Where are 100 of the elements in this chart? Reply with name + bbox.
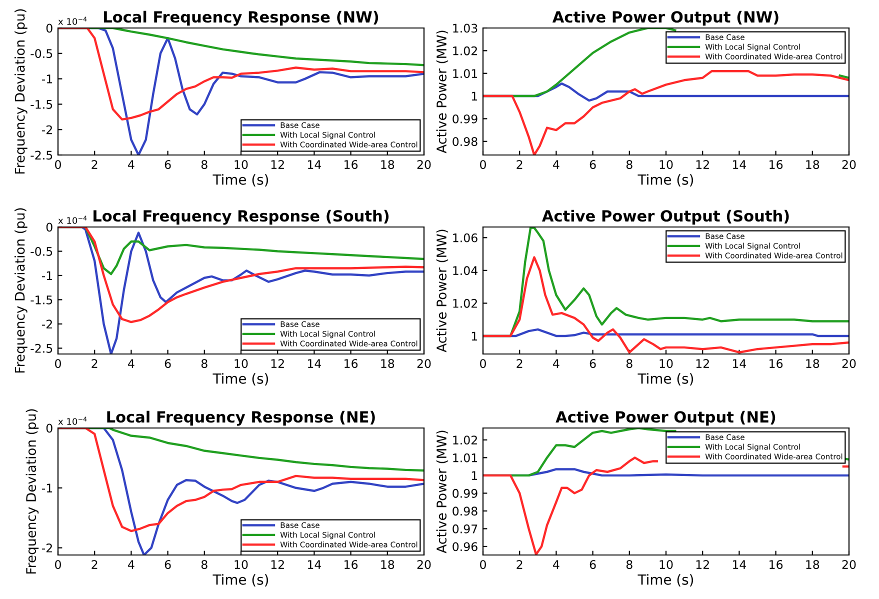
- chart-title: Local Frequency Response (South): [94, 210, 389, 225]
- x-tick-label: 0: [480, 359, 486, 368]
- y-tick-label: 0: [46, 24, 52, 33]
- x-axis-title: Time (s): [638, 574, 694, 586]
- x-tick-label: 8: [626, 560, 632, 569]
- chart-title: Active Power Output (NW): [552, 10, 778, 26]
- x-tick-label: 6: [590, 560, 596, 569]
- x-tick-label: 10: [234, 560, 248, 569]
- x-tick-label: 14: [308, 160, 322, 169]
- x-tick-label: 6: [164, 160, 171, 169]
- x-tick-label: 6: [164, 359, 171, 368]
- x-tick-label: 16: [770, 359, 783, 368]
- y-tick-label: -1: [42, 484, 52, 492]
- x-tick-label: 14: [308, 560, 322, 569]
- x-tick-label: 8: [201, 160, 208, 169]
- y-tick-label: 1.02: [453, 298, 477, 308]
- y-tick-label: -1.5: [30, 100, 52, 109]
- x-tick-label: 8: [626, 160, 632, 169]
- x-tick-label: 4: [128, 160, 134, 169]
- x-tick-label: 12: [696, 359, 709, 368]
- y-tick-label: -2: [42, 125, 52, 134]
- x-axis-title: Time (s): [638, 174, 694, 186]
- x-tick-label: 18: [381, 359, 394, 368]
- y-axis-title: Active Power (MW): [436, 30, 448, 154]
- x-tick-label: 16: [344, 160, 358, 169]
- x-tick-label: 8: [201, 560, 208, 569]
- x-tick-label: 20: [417, 359, 431, 368]
- y-axis-title: Active Power (MW): [436, 430, 448, 554]
- y-tick-label: 0.99: [452, 114, 478, 124]
- y-axis-title: Active Power (MW): [436, 230, 448, 352]
- x-tick-label: 4: [128, 359, 134, 368]
- y-tick-label: -1.5: [30, 296, 52, 304]
- chart-title: Local Frequency Response (NE): [107, 410, 375, 426]
- y-tick-label: 1.04: [453, 266, 478, 276]
- x-tick-label: 20: [417, 160, 431, 169]
- x-tick-label: 2: [516, 560, 522, 569]
- y-tick-label: 1.06: [453, 233, 478, 242]
- x-tick-label: 12: [696, 160, 709, 169]
- text: x 10$^{−4}$: [58, 16, 87, 25]
- y-axis-title: Frequency Deviation (pu): [14, 208, 28, 373]
- x-tick-label: 10: [660, 359, 673, 368]
- x-tick-label: 6: [590, 359, 596, 368]
- x-tick-label: 16: [770, 160, 783, 169]
- x-tick-label: 10: [234, 359, 248, 368]
- x-tick-label: 12: [696, 560, 709, 569]
- x-tick-label: 20: [842, 359, 856, 368]
- x-tick-label: 18: [381, 560, 394, 569]
- x-tick-label: 0: [480, 560, 486, 569]
- x-tick-label: 14: [308, 359, 322, 368]
- y-tick-label: -1: [42, 271, 52, 280]
- x-tick-label: 16: [770, 560, 783, 569]
- x-tick-label: 14: [732, 160, 746, 169]
- x-tick-label: 6: [590, 160, 596, 169]
- y-tick-label: 0: [46, 424, 52, 433]
- x-tick-label: 0: [55, 560, 61, 569]
- x-tick-label: 2: [92, 160, 98, 169]
- x-tick-label: 18: [806, 160, 820, 169]
- x-tick-label: 10: [660, 160, 673, 169]
- x-tick-label: 16: [344, 560, 358, 569]
- x-tick-label: 2: [516, 359, 522, 368]
- y-tick-label: 1: [472, 332, 478, 340]
- x-tick-label: 4: [553, 359, 560, 368]
- y-tick-label: 0.99: [452, 488, 478, 498]
- chart-title: Local Frequency Response (NW): [104, 10, 378, 26]
- x-tick-label: 20: [842, 560, 856, 569]
- x-tick-label: 4: [128, 560, 134, 569]
- x-tick-label: 0: [55, 359, 61, 368]
- x-tick-label: 4: [553, 160, 560, 169]
- x-tick-label: 10: [660, 560, 673, 569]
- x-tick-label: 12: [271, 160, 284, 169]
- y-tick-label: 1: [472, 471, 478, 480]
- x-tick-label: 18: [381, 160, 394, 169]
- y-tick-label: 1: [472, 92, 478, 101]
- y-tick-label: -0.5: [30, 49, 52, 58]
- x-tick-label: 18: [806, 560, 820, 569]
- x-axis-title: Time (s): [212, 373, 268, 386]
- y-tick-label: -2.5: [30, 150, 52, 160]
- y-tick-label: -2.5: [30, 344, 52, 353]
- x-tick-label: 14: [732, 560, 746, 569]
- x-axis-title: Time (s): [212, 574, 268, 586]
- y-tick-label: -2: [42, 320, 52, 328]
- x-tick-label: 20: [417, 560, 431, 569]
- x-tick-label: 8: [626, 359, 632, 368]
- x-axis-title: Time (s): [212, 174, 268, 186]
- y-axis-title: Frequency Deviation (pu): [14, 9, 28, 174]
- x-tick-label: 12: [271, 359, 284, 368]
- x-tick-label: 10: [234, 160, 248, 169]
- x-tick-label: 0: [55, 160, 61, 169]
- x-tick-label: 2: [92, 359, 98, 368]
- x-tick-label: 14: [732, 359, 746, 368]
- y-tick-label: -0.5: [30, 246, 52, 256]
- x-tick-label: 2: [516, 160, 522, 169]
- y-tick-label: 1.02: [453, 46, 477, 56]
- y-tick-label: 0.97: [452, 524, 478, 534]
- chart-title: Active Power Output (NE): [556, 410, 776, 426]
- x-tick-label: 2: [92, 560, 98, 569]
- x-tick-label: 8: [201, 359, 208, 368]
- x-tick-label: 0: [480, 160, 486, 169]
- y-tick-label: 1.02: [453, 436, 477, 445]
- y-tick-label: -2: [42, 544, 52, 552]
